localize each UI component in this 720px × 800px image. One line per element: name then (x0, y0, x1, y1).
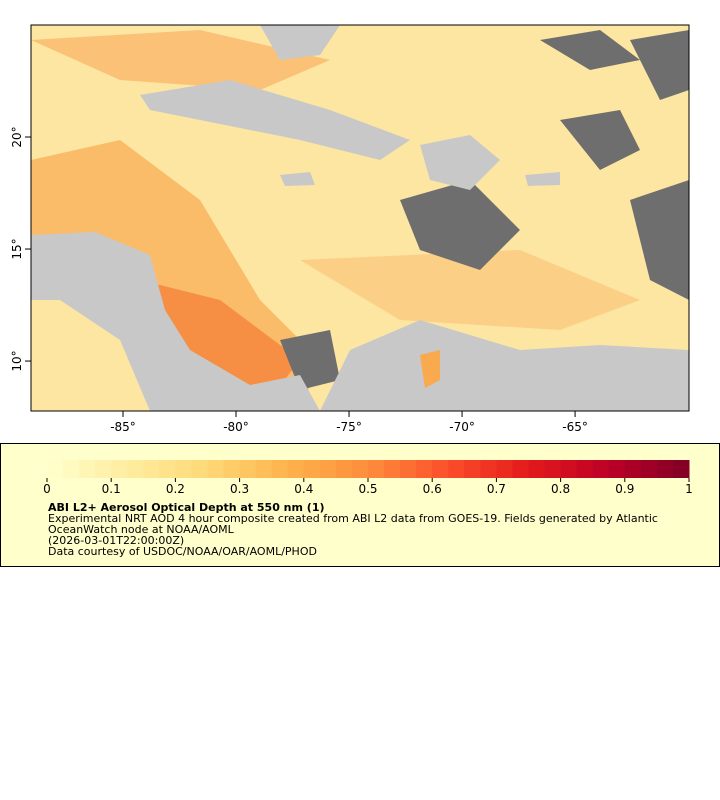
colorbar-step (143, 460, 160, 478)
colorbar-step (95, 460, 112, 478)
colorbar: 0 0.1 0.2 0.3 0.4 0.5 0.6 0.7 0.8 0.9 1 (43, 460, 693, 496)
y-tick-label: 15° (10, 238, 24, 259)
colorbar-step (400, 460, 417, 478)
colorbar-tick-label: 0.5 (358, 482, 377, 496)
colorbar-tick-label: 0 (43, 482, 51, 496)
colorbar-step (111, 460, 128, 478)
colorbar-step (416, 460, 433, 478)
x-tick-label: -80° (223, 420, 249, 434)
colorbar-step (464, 460, 481, 478)
x-tick-label: -75° (336, 420, 362, 434)
colorbar-step (79, 460, 96, 478)
colorbar-step (63, 460, 80, 478)
colorbar-step (592, 460, 610, 478)
legend-line: Data courtesy of USDOC/NOAA/OAR/AOML/PHO… (48, 545, 317, 558)
x-tick-label: -70° (449, 420, 475, 434)
colorbar-tick-label: 0.1 (102, 482, 121, 496)
colorbar-step (624, 460, 642, 478)
colorbar-step (255, 460, 273, 478)
colorbar-step (159, 460, 176, 478)
y-tick-label: 10° (10, 350, 24, 371)
colorbar-step (175, 460, 192, 478)
colorbar-step (656, 460, 674, 478)
colorbar-step (223, 460, 241, 478)
colorbar-step (303, 460, 321, 478)
colorbar-step (351, 460, 369, 478)
legend-title: ABI L2+ Aerosol Optical Depth at 550 nm … (48, 501, 325, 514)
map-image (31, 25, 689, 411)
colorbar-tick-label: 0.3 (230, 482, 249, 496)
colorbar-tick-label: 0.8 (551, 482, 570, 496)
colorbar-tick-label: 0.9 (615, 482, 634, 496)
colorbar-step (496, 460, 513, 478)
colorbar-step (191, 460, 208, 478)
colorbar-tick-label: 0.7 (487, 482, 506, 496)
colorbar-tick-label: 0.4 (294, 482, 313, 496)
x-tick-label: -65° (562, 420, 588, 434)
colorbar-step (319, 460, 337, 478)
x-tick-label: -85° (110, 420, 136, 434)
colorbar-tick-label: 0.2 (166, 482, 185, 496)
legend-line: OceanWatch node at NOAA/AOML (48, 523, 235, 536)
colorbar-step (335, 460, 353, 478)
legend-line: Experimental NRT AOD 4 hour composite cr… (48, 512, 658, 525)
colorbar-step (560, 460, 578, 478)
colorbar-step (544, 460, 562, 478)
colorbar-step (672, 460, 690, 478)
axes: -85° -80° -75° -70° -65° 10° 15° 20° (10, 126, 588, 434)
colorbar-tick-label: 1 (685, 482, 693, 496)
colorbar-step (271, 460, 289, 478)
colorbar-step (480, 460, 497, 478)
colorbar-step (432, 460, 449, 478)
colorbar-step (47, 460, 64, 478)
colorbar-step (608, 460, 626, 478)
y-tick-label: 20° (10, 126, 24, 147)
colorbar-step (528, 460, 546, 478)
map-frame (30, 24, 690, 412)
colorbar-tick-label: 0.6 (423, 482, 442, 496)
colorbar-step (384, 460, 401, 478)
colorbar-step (368, 460, 385, 478)
colorbar-step (239, 460, 257, 478)
colorbar-step (207, 460, 225, 478)
colorbar-step (287, 460, 305, 478)
colorbar-step (127, 460, 144, 478)
colorbar-step (576, 460, 594, 478)
colorbar-step (512, 460, 529, 478)
colorbar-step (640, 460, 658, 478)
legend-line: (2026-03-01T22:00:00Z) (48, 534, 184, 547)
colorbar-step (448, 460, 465, 478)
